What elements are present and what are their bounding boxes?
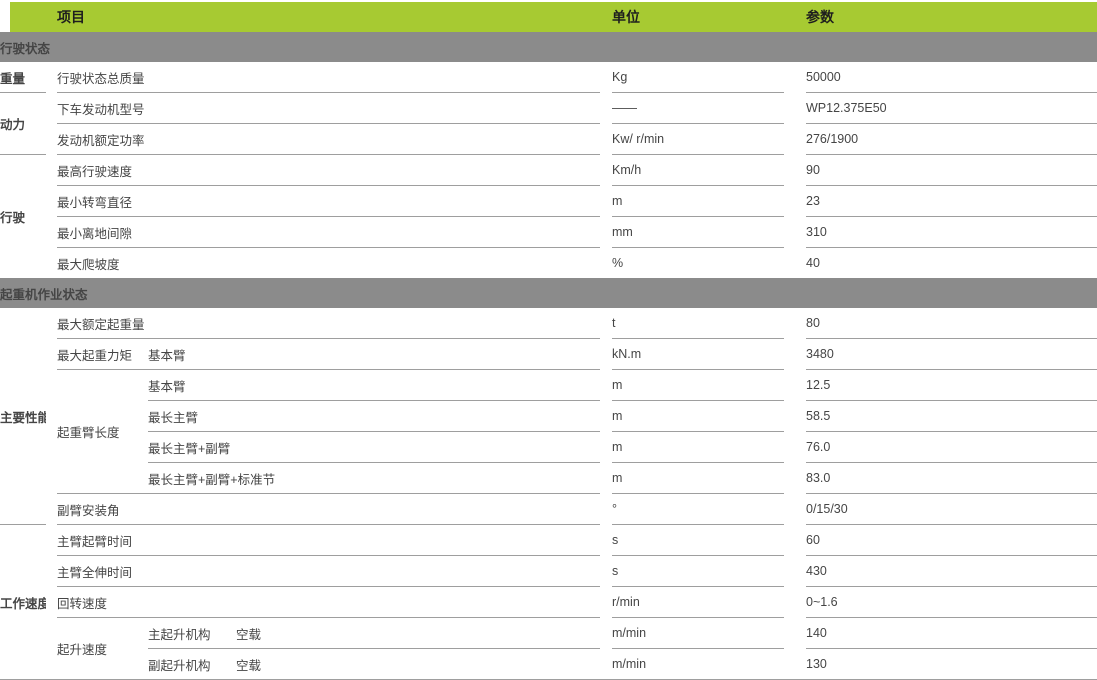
- sub-condition-cell: 空载: [236, 617, 600, 649]
- table-row: 最长主臂+副臂+标准节 m 83.0: [0, 462, 1097, 494]
- unit-cell: m: [612, 185, 784, 217]
- value-cell: 76.0: [806, 431, 1097, 463]
- value-cell: WP12.375E50: [806, 92, 1097, 124]
- table-header-bar: 项目 单位 参数: [10, 2, 1097, 32]
- unit-cell: kN.m: [612, 338, 784, 370]
- section-header: 行驶状态: [0, 32, 1097, 62]
- item-cell: 最大额定起重量: [57, 308, 600, 339]
- sub-item-cell: 最长主臂: [148, 400, 600, 432]
- sub-item-cell: 副起升机构: [148, 658, 211, 673]
- table-row: 副臂安装角 ° 0/15/30: [0, 493, 1097, 525]
- table-row: 重量 行驶状态总质量 Kg 50000: [0, 62, 1097, 93]
- value-cell: 83.0: [806, 462, 1097, 494]
- unit-cell: ——: [612, 92, 784, 124]
- spec-table: 行驶状态 重量 行驶状态总质量 Kg 50000 动力 下车发动机型号 —— W…: [0, 32, 1097, 679]
- column-header-unit: 单位: [612, 9, 640, 25]
- section-row-crane-state: 起重机作业状态: [0, 278, 1097, 308]
- value-cell: 0~1.6: [806, 586, 1097, 618]
- value-cell: 23: [806, 185, 1097, 217]
- value-cell: 12.5: [806, 369, 1097, 401]
- unit-cell: m/min: [612, 657, 647, 671]
- column-header-value: 参数: [806, 9, 834, 25]
- value-cell: 80: [806, 308, 1097, 339]
- unit-cell: r/min: [612, 586, 784, 618]
- category-cell: 工作速度: [0, 596, 46, 611]
- group-cell: 起重臂长度: [57, 369, 148, 494]
- sub-item-cell: 基本臂: [148, 338, 600, 370]
- table-row: 副起升机构 空载 m/min 130: [0, 649, 1097, 680]
- item-cell: 最大起重力矩: [57, 338, 148, 370]
- table-row: 最长主臂+副臂 m 76.0: [0, 431, 1097, 463]
- item-cell: 主臂起臂时间: [57, 524, 600, 556]
- item-cell: 最高行驶速度: [57, 154, 600, 186]
- unit-cell: m: [612, 369, 784, 401]
- table-row: 发动机额定功率 Kw/ r/min 276/1900: [0, 123, 1097, 155]
- item-cell: 最小转弯直径: [57, 185, 600, 217]
- section-row-driving-state: 行驶状态: [0, 32, 1097, 62]
- item-cell: 行驶状态总质量: [57, 62, 600, 93]
- unit-cell: °: [612, 493, 784, 525]
- table-row: 动力 下车发动机型号 —— WP12.375E50: [0, 92, 1097, 155]
- unit-cell: m: [612, 431, 784, 463]
- item-cell: 主臂全伸时间: [57, 555, 600, 587]
- category-cell: 主要性能: [0, 308, 46, 525]
- value-cell: 50000: [806, 62, 1097, 93]
- table-row: 起升速度 主起升机构 空载 m/min 140: [0, 617, 1097, 657]
- table-row: 起重臂长度 基本臂 m 12.5: [0, 369, 1097, 494]
- table-row: 行驶 最高行驶速度 Km/h 90: [0, 154, 1097, 225]
- table-row: 最大起重力矩 基本臂 kN.m 3480: [0, 338, 1097, 370]
- item-cell: 回转速度: [57, 586, 600, 618]
- sub-item-cell: 最长主臂+副臂: [148, 431, 600, 463]
- sub-item-cell: 基本臂: [148, 369, 600, 401]
- unit-cell: Km/h: [612, 154, 784, 186]
- item-cell: 最大爬坡度: [57, 257, 120, 272]
- unit-cell: m/min: [612, 617, 784, 649]
- value-cell: 310: [806, 216, 1097, 248]
- table-row: 工作速度 主臂起臂时间 s 60: [0, 524, 1097, 611]
- table-row: 最小离地间隙 mm 310: [0, 216, 1097, 248]
- column-header-item: 项目: [57, 9, 85, 25]
- category-cell: 行驶: [0, 211, 26, 225]
- table-row: 回转速度 r/min 0~1.6: [0, 586, 1097, 618]
- unit-cell: s: [612, 524, 784, 556]
- unit-cell: Kw/ r/min: [612, 123, 784, 155]
- value-cell: 90: [806, 154, 1097, 186]
- value-cell: 3480: [806, 338, 1097, 370]
- unit-cell: s: [612, 555, 784, 587]
- table-row: 最小转弯直径 m 23: [0, 185, 1097, 217]
- unit-cell: m: [612, 462, 784, 494]
- group-cell: 起升速度: [57, 643, 108, 657]
- category-cell: 动力: [0, 92, 46, 155]
- value-cell: 40: [806, 256, 820, 270]
- item-cell: 最小离地间隙: [57, 216, 600, 248]
- table-row: 最长主臂 m 58.5: [0, 400, 1097, 432]
- unit-cell: t: [612, 308, 784, 339]
- section-header: 起重机作业状态: [0, 278, 1097, 308]
- sub-item-cell: 最长主臂+副臂+标准节: [148, 462, 600, 494]
- value-cell: 58.5: [806, 400, 1097, 432]
- unit-cell: Kg: [612, 62, 784, 93]
- value-cell: 430: [806, 555, 1097, 587]
- value-cell: 0/15/30: [806, 493, 1097, 525]
- value-cell: 140: [806, 617, 1097, 649]
- sub-condition-cell: 空载: [236, 658, 262, 673]
- unit-cell: m: [612, 400, 784, 432]
- table-row: 主臂全伸时间 s 430: [0, 555, 1097, 587]
- item-cell: 下车发动机型号: [57, 92, 600, 124]
- unit-cell: %: [612, 256, 624, 270]
- item-cell: 副臂安装角: [57, 493, 600, 525]
- unit-cell: mm: [612, 216, 784, 248]
- value-cell: 130: [806, 657, 827, 671]
- value-cell: 60: [806, 524, 1097, 556]
- value-cell: 276/1900: [806, 123, 1097, 155]
- table-row: 最大爬坡度 % 40: [0, 248, 1097, 279]
- item-cell: 发动机额定功率: [57, 123, 600, 155]
- table-row: 主要性能 最大额定起重量 t 80: [0, 308, 1097, 525]
- sub-item-cell: 主起升机构: [148, 617, 236, 649]
- category-cell: 重量: [0, 62, 46, 93]
